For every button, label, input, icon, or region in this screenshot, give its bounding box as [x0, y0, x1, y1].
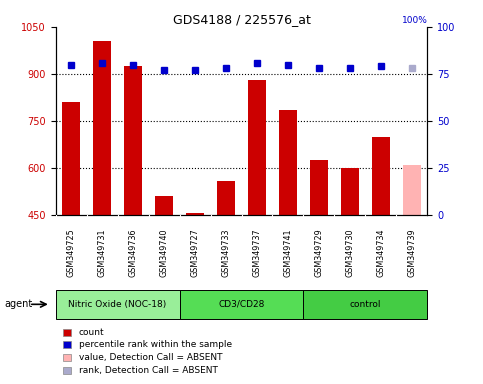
Bar — [248, 80, 266, 215]
Text: count: count — [79, 328, 104, 337]
Bar — [155, 196, 173, 215]
Bar — [62, 102, 80, 215]
Text: GSM349739: GSM349739 — [408, 228, 416, 277]
Bar — [186, 214, 204, 215]
Text: Nitric Oxide (NOC-18): Nitric Oxide (NOC-18) — [69, 300, 167, 309]
Text: 100%: 100% — [401, 16, 427, 25]
Bar — [56, 290, 180, 319]
Text: CD3/CD28: CD3/CD28 — [218, 300, 265, 309]
Text: control: control — [350, 300, 381, 309]
Text: GSM349741: GSM349741 — [284, 228, 293, 277]
Bar — [180, 290, 303, 319]
Text: GSM349729: GSM349729 — [314, 228, 324, 277]
Bar — [93, 41, 112, 215]
Bar — [341, 168, 359, 215]
Text: GDS4188 / 225576_at: GDS4188 / 225576_at — [172, 13, 311, 26]
Text: GSM349736: GSM349736 — [128, 228, 138, 277]
Text: value, Detection Call = ABSENT: value, Detection Call = ABSENT — [79, 353, 222, 362]
Bar — [124, 66, 142, 215]
Bar — [403, 165, 421, 215]
Text: GSM349737: GSM349737 — [253, 228, 261, 277]
Text: GSM349727: GSM349727 — [190, 228, 199, 277]
Bar — [303, 290, 427, 319]
Bar — [217, 180, 235, 215]
Bar — [372, 137, 390, 215]
Text: GSM349731: GSM349731 — [98, 228, 107, 277]
Bar — [310, 160, 328, 215]
Text: GSM349730: GSM349730 — [345, 228, 355, 277]
Text: GSM349734: GSM349734 — [376, 228, 385, 277]
Text: rank, Detection Call = ABSENT: rank, Detection Call = ABSENT — [79, 366, 218, 375]
Text: GSM349725: GSM349725 — [67, 228, 75, 277]
Text: GSM349740: GSM349740 — [159, 228, 169, 277]
Text: percentile rank within the sample: percentile rank within the sample — [79, 340, 232, 349]
Text: agent: agent — [5, 299, 33, 310]
Bar — [279, 110, 297, 215]
Text: GSM349733: GSM349733 — [222, 228, 230, 277]
